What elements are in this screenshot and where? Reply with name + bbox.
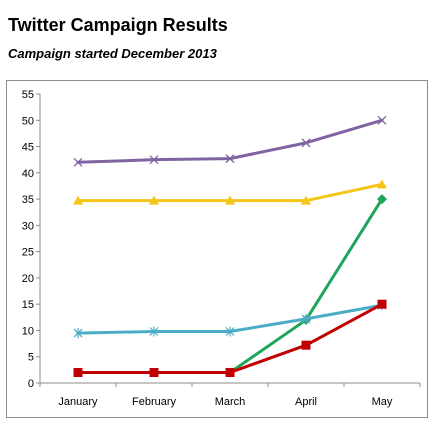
chart-title: Twitter Campaign Results [8, 15, 228, 35]
chart-axes [36, 93, 421, 387]
x-marker [225, 154, 235, 164]
chart-area [6, 80, 428, 418]
x-tick-label: May [372, 396, 393, 408]
series-3 [225, 194, 387, 378]
x-marker [73, 157, 83, 167]
square-marker [73, 367, 83, 377]
data-point [149, 326, 159, 337]
data-point [149, 155, 159, 165]
square-marker [149, 367, 159, 377]
y-tick-label: 0 [28, 378, 34, 390]
data-point [377, 194, 387, 205]
y-tick-label: 30 [22, 220, 34, 232]
data-point [377, 299, 387, 309]
x-marker [377, 115, 387, 125]
series-4 [73, 300, 387, 339]
data-point [301, 340, 311, 350]
star-marker [73, 328, 83, 339]
triangle-marker [149, 195, 159, 205]
star-marker [225, 326, 235, 337]
triangle-marker [225, 195, 235, 205]
square-marker [225, 367, 235, 377]
data-point [225, 326, 235, 337]
x-marker [301, 138, 311, 148]
triangle-marker [377, 179, 387, 189]
series-5 [73, 299, 387, 377]
data-point [225, 195, 235, 205]
triangle-marker [301, 195, 311, 205]
data-point [301, 313, 311, 324]
square-marker [377, 299, 387, 309]
data-point [225, 367, 235, 377]
y-tick-label: 5 [28, 352, 34, 364]
y-tick-label: 40 [22, 168, 34, 180]
x-tick-label: March [215, 396, 246, 408]
star-marker [149, 326, 159, 337]
data-point [73, 328, 83, 339]
data-point [73, 195, 83, 205]
diamond-marker [377, 194, 387, 205]
y-tick-label: 50 [22, 115, 34, 127]
x-tick-label: February [132, 396, 177, 408]
data-point [149, 195, 159, 205]
series-2 [73, 179, 387, 205]
y-tick-label: 10 [22, 325, 34, 337]
x-tick-label: April [295, 396, 317, 408]
y-tick-label: 35 [22, 194, 34, 206]
y-tick-label: 25 [22, 247, 34, 259]
triangle-marker [73, 195, 83, 205]
data-point [377, 115, 387, 125]
data-point [301, 138, 311, 148]
data-point [73, 367, 83, 377]
data-point [377, 179, 387, 189]
x-tick-label: January [58, 396, 98, 408]
chart-subtitle: Campaign started December 2013 [8, 46, 217, 61]
y-tick-label: 55 [22, 89, 34, 101]
data-point [73, 157, 83, 167]
chart-series [73, 115, 387, 378]
x-marker [149, 155, 159, 165]
series-1 [73, 115, 387, 167]
data-point [149, 367, 159, 377]
y-tick-label: 45 [22, 142, 34, 154]
star-marker [301, 313, 311, 324]
y-tick-label: 20 [22, 273, 34, 285]
y-tick-label: 15 [22, 299, 34, 311]
data-point [301, 195, 311, 205]
series-line [76, 118, 384, 164]
y-axis-tick-labels: 0 5 10 15 20 25 30 35 40 45 50 55 [22, 89, 34, 390]
square-marker [301, 340, 311, 350]
data-point [225, 154, 235, 164]
x-axis-tick-labels: January February March April May [58, 396, 392, 408]
